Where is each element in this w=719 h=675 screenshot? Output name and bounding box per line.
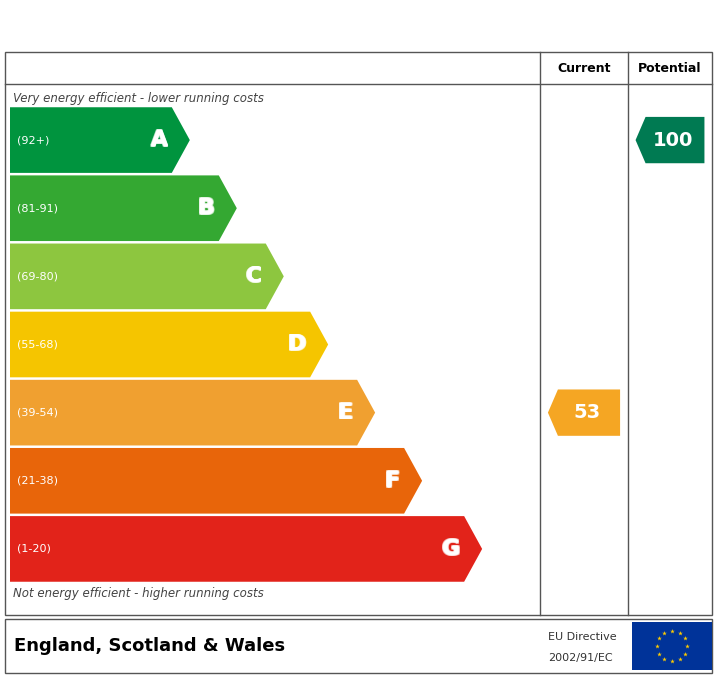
Text: F: F [386,470,401,490]
Text: A: A [150,131,168,151]
Text: F: F [386,472,401,491]
Text: D: D [288,333,306,354]
Polygon shape [10,516,482,582]
Text: G: G [441,539,459,559]
Text: G: G [441,538,459,558]
Text: E: E [338,402,353,422]
Text: EU Directive: EU Directive [548,632,617,643]
Text: C: C [245,267,262,286]
Text: C: C [246,267,262,287]
Text: C: C [246,265,262,286]
Text: D: D [287,335,306,354]
Text: C: C [244,267,261,287]
Text: E: E [337,404,352,423]
Text: D: D [287,335,306,355]
Polygon shape [10,448,422,514]
Text: Very energy efficient - lower running costs: Very energy efficient - lower running co… [13,92,264,105]
Text: A: A [150,130,167,149]
Text: E: E [338,404,353,423]
Text: C: C [244,265,261,286]
Text: A: A [150,130,168,149]
Text: D: D [288,335,307,355]
Text: (69-80): (69-80) [17,271,58,281]
Text: Potential: Potential [638,61,702,74]
Text: G: G [443,539,461,559]
Text: B: B [197,197,214,217]
Text: F: F [384,470,399,491]
Text: G: G [442,539,460,559]
Text: 2002/91/EC: 2002/91/EC [548,653,613,663]
Text: E: E [337,403,352,423]
Text: C: C [245,265,262,286]
Text: G: G [443,540,461,560]
Text: B: B [198,199,216,219]
Polygon shape [548,389,620,436]
Text: E: E [339,402,354,422]
Text: D: D [288,333,307,354]
Text: A: A [152,130,169,150]
Text: A: A [150,130,168,150]
Polygon shape [636,117,705,163]
Text: G: G [443,538,461,558]
Text: Energy Efficiency Rating: Energy Efficiency Rating [12,11,395,39]
Text: A: A [150,130,167,150]
Text: (55-68): (55-68) [17,340,58,350]
Text: B: B [197,198,214,218]
Text: B: B [198,198,216,218]
Polygon shape [10,312,328,377]
Text: G: G [442,538,460,558]
Text: D: D [287,333,306,354]
Text: C: C [245,267,262,287]
Text: A: A [152,130,169,149]
Text: C: C [244,267,261,286]
Text: 100: 100 [653,130,693,150]
Polygon shape [10,244,284,309]
Text: England, Scotland & Wales: England, Scotland & Wales [14,637,285,655]
Text: D: D [288,335,307,354]
Text: Not energy efficient - higher running costs: Not energy efficient - higher running co… [13,587,264,599]
Text: C: C [246,267,262,286]
Polygon shape [10,176,237,241]
Text: B: B [198,197,215,217]
Text: E: E [339,404,354,423]
Text: F: F [385,470,400,491]
Text: (21-38): (21-38) [17,476,58,486]
Polygon shape [10,107,190,173]
Text: (39-54): (39-54) [17,408,58,418]
Text: (92+): (92+) [17,135,50,145]
Text: D: D [288,335,306,355]
Text: F: F [386,470,401,491]
Text: E: E [338,403,353,423]
Text: A: A [152,131,169,151]
Text: F: F [385,472,400,491]
Text: B: B [198,197,216,217]
Text: D: D [288,335,306,354]
Text: F: F [385,470,400,490]
Bar [632,622,712,670]
Text: B: B [197,199,214,219]
Text: B: B [198,198,215,218]
Text: A: A [150,131,167,151]
Text: 53: 53 [574,403,600,422]
Polygon shape [10,380,375,446]
Text: F: F [384,472,399,491]
Text: (1-20): (1-20) [17,544,51,554]
Text: (81-91): (81-91) [17,203,58,213]
Text: G: G [441,540,459,560]
Text: B: B [198,199,215,219]
Text: E: E [339,403,354,423]
Text: Current: Current [557,61,610,74]
Text: F: F [384,470,399,490]
Text: E: E [337,402,352,422]
Text: G: G [442,540,460,560]
